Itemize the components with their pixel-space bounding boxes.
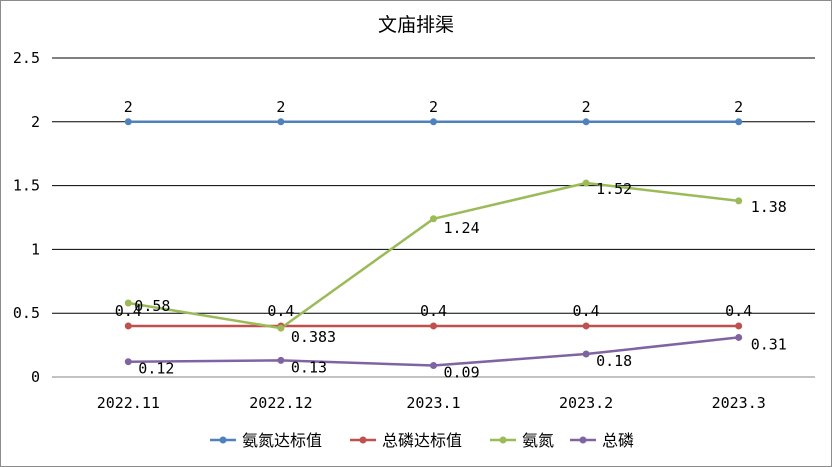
y-tick-label: 2.5 xyxy=(13,49,40,67)
data-label-phosphorus-standard: 0.4 xyxy=(115,302,142,320)
x-tick-label: 2022.11 xyxy=(97,394,160,412)
data-label-ammonia-standard: 2 xyxy=(124,98,133,116)
data-point-phosphorus-standard xyxy=(735,322,743,330)
data-point-phosphorus-standard xyxy=(124,322,132,330)
data-label-ammonia: 1.52 xyxy=(596,180,632,198)
legend-label-phosphorus: 总磷 xyxy=(602,431,634,450)
legend-marker-ammonia-standard xyxy=(219,436,227,444)
legend-marker-phosphorus-standard xyxy=(359,436,367,444)
data-point-ammonia-standard xyxy=(277,118,285,126)
data-label-phosphorus-standard: 0.4 xyxy=(267,302,294,320)
data-label-phosphorus: 0.12 xyxy=(138,360,174,378)
x-tick-label: 2023.2 xyxy=(559,394,613,412)
data-label-ammonia-standard: 2 xyxy=(582,98,591,116)
y-axis-tick-labels: 0 0.5 1 1.5 2 2.5 xyxy=(13,49,40,386)
y-tick-label: 0 xyxy=(31,368,40,386)
data-point-ammonia-standard xyxy=(735,118,743,126)
data-label-ammonia-standard: 2 xyxy=(276,98,285,116)
data-labels: 2 2 2 2 20.4 0.4 0.4 0.4 0.40.580.3831.241.521.3… xyxy=(115,98,787,382)
y-tick-label: 1 xyxy=(31,240,40,258)
data-point-ammonia xyxy=(277,324,285,332)
data-point-ammonia-standard xyxy=(124,118,132,126)
data-label-ammonia: 0.383 xyxy=(291,328,336,346)
data-label-ammonia: 0.58 xyxy=(134,297,170,315)
data-label-phosphorus: 0.13 xyxy=(291,358,327,376)
data-label-phosphorus-standard: 0.4 xyxy=(573,302,600,320)
data-point-phosphorus xyxy=(430,362,437,370)
data-label-phosphorus-standard: 0.4 xyxy=(725,302,752,320)
data-point-phosphorus xyxy=(124,358,132,366)
data-label-phosphorus-standard: 0.4 xyxy=(420,302,447,320)
data-point-ammonia xyxy=(735,197,743,205)
data-point-phosphorus-standard xyxy=(430,322,437,330)
data-point-phosphorus xyxy=(582,350,590,358)
legend: 氨氮达标值 总磷达标值 氨氮 总磷 xyxy=(210,431,634,450)
data-label-ammonia: 1.24 xyxy=(444,219,480,237)
legend-marker-ammonia xyxy=(499,436,507,444)
data-label-phosphorus: 0.18 xyxy=(596,352,632,370)
series-line-phosphorus xyxy=(128,336,739,367)
x-tick-label: 2023.3 xyxy=(712,394,766,412)
data-point-phosphorus-standard xyxy=(582,322,590,330)
data-point-ammonia xyxy=(124,299,132,307)
data-point-ammonia-standard xyxy=(430,118,437,126)
data-label-phosphorus: 0.31 xyxy=(751,335,787,353)
x-axis-tick-labels: 2022.11 2022.12 2023.1 2023.2 2023.3 xyxy=(97,394,766,412)
series-points xyxy=(124,118,743,370)
x-tick-label: 2022.12 xyxy=(249,394,312,412)
y-tick-label: 2 xyxy=(31,113,40,131)
y-tick-label: 1.5 xyxy=(13,177,40,195)
data-point-ammonia xyxy=(582,179,590,187)
legend-marker-phosphorus xyxy=(579,436,587,444)
x-tick-label: 2023.1 xyxy=(406,394,460,412)
data-label-phosphorus: 0.09 xyxy=(444,364,480,382)
chart-title: 文庙排渠 xyxy=(378,14,454,36)
data-label-ammonia-standard: 2 xyxy=(734,98,743,116)
data-point-phosphorus xyxy=(735,333,743,341)
data-point-ammonia xyxy=(430,215,437,223)
data-label-ammonia: 1.38 xyxy=(751,198,787,216)
legend-label-ammonia-standard: 氨氮达标值 xyxy=(242,431,322,450)
y-tick-label: 0.5 xyxy=(13,304,40,322)
legend-label-ammonia: 氨氮 xyxy=(522,431,554,450)
data-point-phosphorus xyxy=(277,356,285,364)
legend-label-phosphorus-standard: 总磷达标值 xyxy=(382,431,462,450)
data-label-ammonia-standard: 2 xyxy=(429,98,438,116)
data-point-ammonia-standard xyxy=(582,118,590,126)
